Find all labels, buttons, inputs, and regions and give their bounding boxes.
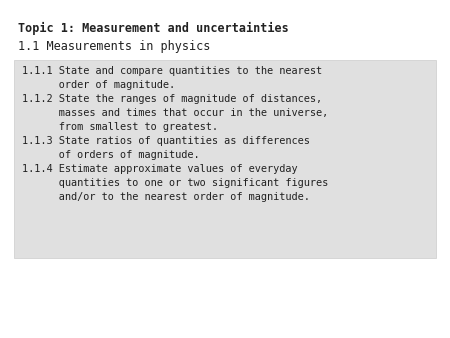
Bar (14, 60, 436, 258)
Text: Topic 1: Measurement and uncertainties: Topic 1: Measurement and uncertainties (18, 22, 289, 35)
Text: 1.1.1 State and compare quantities to the nearest
      order of magnitude.
1.1.: 1.1.1 State and compare quantities to th… (22, 66, 328, 202)
Text: 1.1 Measurements in physics: 1.1 Measurements in physics (18, 40, 211, 53)
